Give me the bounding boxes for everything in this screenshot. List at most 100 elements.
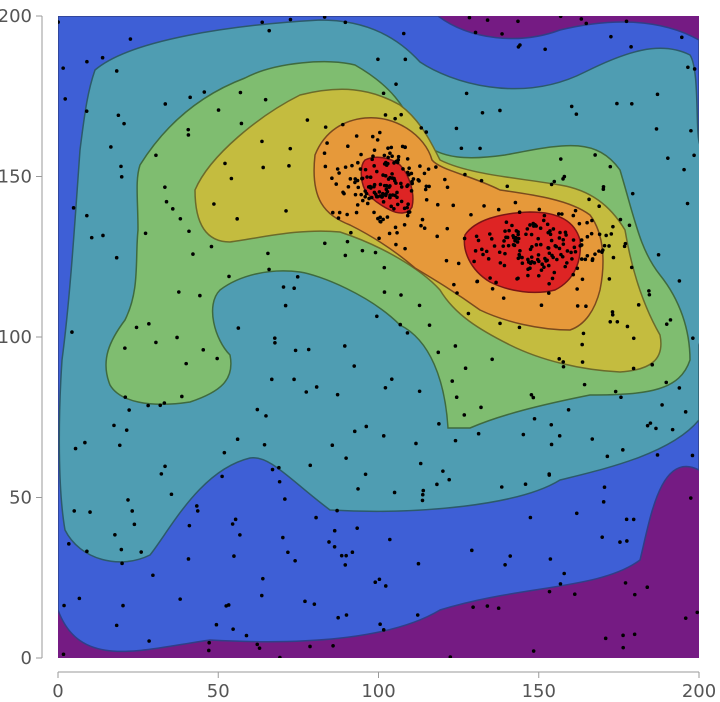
data-point [416, 561, 421, 566]
data-point [345, 239, 350, 244]
data-point [330, 443, 335, 448]
data-point [180, 394, 184, 399]
data-point [564, 233, 568, 237]
data-point [688, 496, 693, 500]
data-point [501, 244, 506, 248]
data-point [623, 581, 628, 585]
data-point [277, 479, 282, 484]
data-point [427, 184, 431, 189]
data-point [503, 251, 507, 256]
data-point [393, 193, 397, 198]
data-point [542, 213, 547, 218]
data-point [563, 230, 568, 235]
y-tick-label: 100 [0, 327, 32, 348]
data-point [386, 177, 391, 181]
x-axis-ticks: 0 50 100 150 200 [52, 672, 716, 702]
x-tick-label: 0 [52, 681, 63, 702]
data-point [356, 160, 360, 165]
data-point [312, 602, 317, 606]
data-point [353, 177, 358, 181]
data-point [604, 233, 608, 238]
data-point [332, 545, 337, 549]
data-point [84, 109, 89, 113]
data-point [686, 65, 690, 70]
data-point [255, 642, 260, 647]
data-point [426, 167, 431, 171]
y-tick-label: 50 [9, 488, 32, 509]
data-point [531, 649, 536, 653]
data-point [571, 213, 576, 218]
data-point [356, 185, 361, 190]
data-point [670, 427, 675, 432]
data-point [631, 336, 636, 341]
data-point [560, 254, 565, 259]
data-point [569, 250, 573, 255]
data-point [585, 234, 590, 239]
data-point [575, 287, 579, 291]
data-point [383, 385, 388, 390]
data-point [517, 325, 522, 330]
data-point [498, 261, 503, 265]
data-point [373, 192, 378, 197]
data-point [353, 180, 357, 185]
data-point [418, 461, 423, 466]
data-point [536, 236, 540, 241]
data-point [202, 90, 207, 94]
data-point [350, 163, 354, 168]
data-point [603, 636, 608, 641]
data-point [273, 340, 277, 345]
data-point [151, 573, 155, 578]
data-point [121, 603, 125, 608]
data-point [348, 177, 353, 181]
data-point [480, 247, 484, 252]
data-point [427, 323, 432, 327]
data-point [375, 138, 380, 142]
data-point [293, 558, 297, 563]
data-point [405, 157, 410, 161]
data-point [378, 622, 382, 627]
data-point [163, 185, 167, 189]
data-point [63, 97, 68, 101]
data-point [479, 178, 484, 183]
data-point [549, 442, 554, 447]
data-point [207, 640, 211, 645]
data-point [385, 215, 390, 219]
data-point [373, 250, 378, 255]
data-point [558, 157, 563, 161]
data-point [343, 253, 348, 258]
data-point [170, 207, 175, 211]
data-point [508, 554, 513, 558]
data-point [422, 226, 427, 230]
data-point [664, 380, 669, 385]
data-point [201, 348, 206, 352]
data-point [230, 522, 235, 526]
data-point [376, 57, 380, 62]
data-point [503, 229, 507, 233]
data-point [526, 273, 530, 278]
data-point [516, 19, 520, 24]
data-point [286, 550, 290, 555]
data-point [561, 360, 566, 364]
data-point [229, 176, 234, 181]
data-point [569, 104, 574, 109]
data-point [479, 405, 483, 410]
data-point [556, 212, 561, 216]
data-point [514, 235, 518, 240]
data-point [178, 597, 182, 601]
data-point [154, 340, 158, 345]
data-point [113, 533, 117, 537]
data-point [512, 243, 517, 248]
data-point [88, 510, 92, 514]
data-point [454, 395, 459, 399]
data-point [695, 610, 699, 615]
data-point [492, 244, 497, 248]
data-point [195, 509, 200, 513]
data-point [690, 453, 695, 458]
data-point [119, 547, 124, 552]
data-point [521, 432, 526, 437]
data-point [683, 410, 688, 414]
data-point [386, 146, 390, 150]
data-point [609, 232, 614, 236]
data-point [264, 414, 268, 418]
data-point [378, 182, 383, 187]
